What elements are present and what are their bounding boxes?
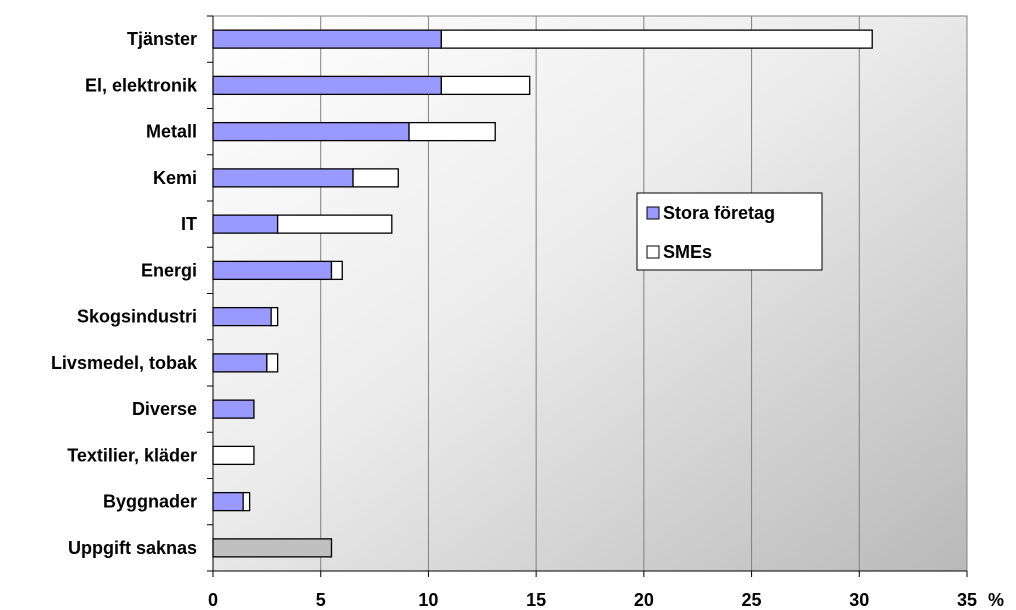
x-tick-label: 5 xyxy=(316,590,326,610)
category-label-energi: Energi xyxy=(141,260,197,280)
bar-tjanster-smes xyxy=(440,29,873,49)
legend-box xyxy=(636,192,823,271)
x-tick-label: 15 xyxy=(526,590,546,610)
bar-skogsindustri-stora-foretag xyxy=(212,306,272,327)
bar-it-smes xyxy=(276,214,393,234)
bar-livsmedel-tobak-smes xyxy=(266,353,279,373)
bar-diverse-stora-foretag xyxy=(212,399,255,419)
category-label-skogsindustri: Skogsindustri xyxy=(77,307,197,327)
bar-kemi-smes xyxy=(352,168,399,188)
category-label-diverse: Diverse xyxy=(132,399,197,419)
category-label-el-elektronik: El, elektronik xyxy=(85,75,198,95)
x-tick-label: 25 xyxy=(742,590,762,610)
bar-it-stora-foretag xyxy=(212,214,279,234)
category-label-uppgift-saknas: Uppgift saknas xyxy=(68,538,197,558)
bar-metall-smes xyxy=(408,121,496,142)
bar-skogsindustri-smes xyxy=(270,306,279,327)
bar-energi-smes xyxy=(330,260,343,281)
bar-tjanster-stora-foretag xyxy=(212,29,443,49)
category-label-tjanster: Tjänster xyxy=(127,29,197,49)
bar-byggnader-smes xyxy=(242,491,251,512)
legend: Stora företag SMEs xyxy=(636,192,823,271)
x-tick-label: 0 xyxy=(208,590,218,610)
bar-el-elektronik-stora-foretag xyxy=(212,75,443,96)
legend-label-stora-foretag: Stora företag xyxy=(663,203,775,223)
x-tick-label: 35 xyxy=(957,590,977,610)
bar-textilier-klader-smes xyxy=(212,445,255,466)
category-label-metall: Metall xyxy=(146,122,197,142)
category-label-kemi: Kemi xyxy=(153,168,197,188)
category-label-byggnader: Byggnader xyxy=(103,492,197,512)
legend-swatch-stora-foretag xyxy=(646,206,660,220)
x-axis-unit: % xyxy=(988,590,1004,610)
bar-byggnader-stora-foretag xyxy=(212,491,244,512)
category-label-textilier-klader: Textilier, kläder xyxy=(67,445,197,465)
plot-area xyxy=(212,15,968,572)
legend-label-smes: SMEs xyxy=(663,242,712,262)
category-label-livsmedel-tobak: Livsmedel, tobak xyxy=(51,353,198,373)
x-tick-label: 20 xyxy=(634,590,654,610)
bar-kemi-stora-foretag xyxy=(212,168,354,188)
bar-uppgift-saknas-series-2 xyxy=(212,538,333,558)
legend-swatch-smes xyxy=(646,245,660,259)
bar-metall-stora-foretag xyxy=(212,121,410,142)
bar-energi-stora-foretag xyxy=(212,260,333,281)
x-tick-label: 30 xyxy=(849,590,869,610)
category-label-it: IT xyxy=(181,214,197,234)
bar-livsmedel-tobak-stora-foretag xyxy=(212,353,268,373)
x-tick-label: 10 xyxy=(418,590,438,610)
bar-el-elektronik-smes xyxy=(440,75,531,96)
